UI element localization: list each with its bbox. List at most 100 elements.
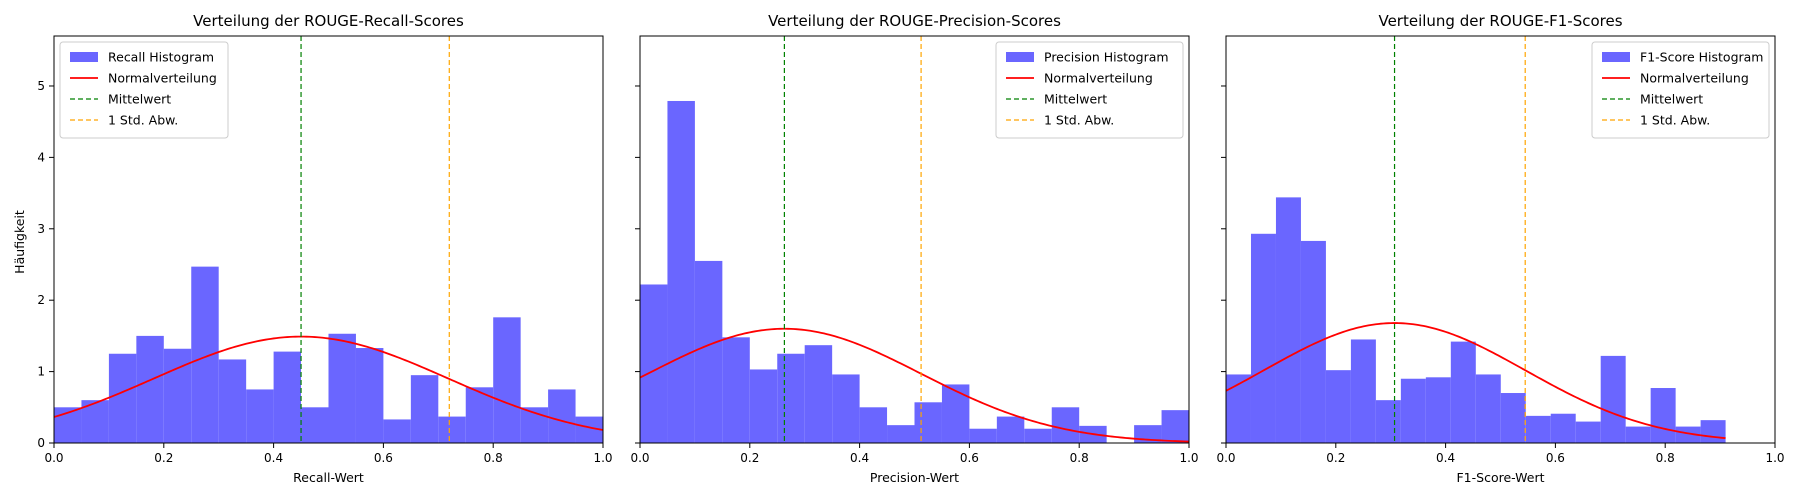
histogram-bar	[667, 100, 695, 443]
normal-distribution-curve	[1225, 322, 1726, 440]
histogram-bar	[1650, 388, 1676, 443]
x-tick-label: 0.4	[1436, 451, 1455, 465]
histogram-bar	[1350, 339, 1376, 443]
y-tick-label: 5	[37, 79, 45, 93]
x-tick-label: 0.0	[630, 451, 649, 465]
histogram-bar	[777, 353, 805, 443]
legend-histogram-swatch	[1006, 52, 1034, 62]
x-axis-label: F1-Score-Wert	[1456, 470, 1544, 485]
histogram-bar	[749, 369, 778, 443]
plot-frame	[1225, 35, 1776, 444]
legend-label: Recall Histogram	[108, 50, 214, 65]
histogram-bar	[493, 317, 521, 443]
x-axis-label: Precision-Wert	[870, 470, 959, 485]
histogram-bar	[383, 419, 411, 443]
legend: F1-Score Histogram Normalverteilung Mittel…	[1591, 41, 1770, 139]
histogram-bar	[218, 359, 247, 443]
histogram-bar	[273, 351, 302, 443]
histogram-bar	[969, 428, 997, 443]
legend-histogram-swatch	[70, 52, 98, 62]
normal-distribution-curve	[53, 335, 604, 431]
legend: Recall Histogram Normalverteilung Mittelwe…	[59, 41, 229, 139]
y-tick-label: 4	[37, 150, 45, 164]
legend-label: Normalverteilung	[1640, 71, 1749, 86]
histogram-bar	[1425, 377, 1451, 443]
histogram-bar	[301, 407, 329, 443]
legend-label: Precision Histogram	[1044, 50, 1169, 65]
legend-label: Mittelwert	[1640, 92, 1703, 107]
histogram-bar	[941, 384, 970, 443]
histogram-bar	[1525, 415, 1551, 443]
chart-title: Verteilung der ROUGE-Recall-Scores	[193, 12, 464, 30]
plot-frame	[639, 35, 1190, 444]
x-tick-label: 0.4	[850, 451, 869, 465]
histogram-bar	[1161, 410, 1189, 443]
x-tick-label: 0.0	[1216, 451, 1235, 465]
histogram-bar	[1575, 421, 1601, 443]
histogram-bar	[108, 353, 137, 443]
x-axis-label: Recall-Wert	[293, 470, 364, 485]
x-tick-label: 1.0	[1765, 451, 1784, 465]
histogram-bar	[1051, 407, 1080, 443]
histogram-bar	[438, 416, 466, 443]
histogram-bar	[1625, 426, 1651, 443]
legend: Precision Histogram Normalverteilung Mitte…	[995, 41, 1184, 139]
histogram-bar	[328, 333, 356, 443]
histogram-bar	[1325, 370, 1351, 443]
legend-box	[1591, 41, 1770, 139]
histogram-bar	[996, 416, 1025, 443]
histogram-bar	[914, 402, 942, 443]
x-tick-label: 1.0	[1179, 451, 1198, 465]
histogram-bar	[136, 335, 164, 443]
histogram-bar	[859, 407, 888, 443]
x-tick-label: 0.0	[44, 451, 63, 465]
histogram-bar	[640, 284, 668, 443]
y-tick-label: 0	[37, 436, 45, 450]
chart-panel-2: Verteilung der ROUGE-Precision-Scores 0.0…	[630, 12, 1198, 485]
x-tick-label: 0.2	[1326, 451, 1345, 465]
x-tick-label: 0.6	[374, 451, 393, 465]
x-tick-label: 0.8	[484, 451, 503, 465]
legend-label: 1 Std. Abw.	[1640, 113, 1710, 128]
x-tick-label: 0.2	[154, 451, 173, 465]
chart-title: Verteilung der ROUGE-Precision-Scores	[768, 12, 1061, 30]
normal-distribution-curve	[639, 327, 1190, 443]
histogram-bar	[410, 375, 439, 443]
legend-histogram-swatch	[1602, 52, 1630, 62]
histogram-bar	[694, 260, 723, 443]
legend-label: Normalverteilung	[1044, 71, 1153, 86]
histogram-bar	[191, 266, 219, 443]
legend-label: Normalverteilung	[108, 71, 217, 86]
x-tick-label: 0.8	[1070, 451, 1089, 465]
x-tick-label: 0.6	[1546, 451, 1565, 465]
y-tick-label: 3	[37, 222, 45, 236]
histogram-bar	[548, 389, 576, 443]
histogram-bar	[804, 345, 833, 443]
histogram-bar	[163, 348, 192, 443]
y-axis-label: Häufigkeit	[12, 210, 27, 274]
legend-label: 1 Std. Abw.	[108, 113, 178, 128]
histogram-bar	[887, 425, 915, 443]
histogram-bar	[1675, 426, 1701, 443]
histogram-bar	[1250, 233, 1276, 443]
x-tick-label: 0.4	[264, 451, 283, 465]
histogram-bar	[1500, 393, 1526, 443]
histogram-bar	[1300, 240, 1326, 443]
histogram-bar	[1400, 378, 1426, 443]
x-tick-label: 0.8	[1656, 451, 1675, 465]
legend-box	[59, 41, 229, 139]
y-tick-label: 1	[37, 365, 45, 379]
histogram-bar	[722, 337, 750, 443]
chart-panel-1: Verteilung der ROUGE-Recall-Scores 0.0 0.2…	[37, 12, 612, 485]
x-tick-label: 0.2	[740, 451, 759, 465]
legend-label: Mittelwert	[108, 92, 171, 107]
histogram-bar	[1450, 341, 1476, 443]
chart-panel-3: Verteilung der ROUGE-F1-Scores 0.0 0.2 0.4 0…	[1216, 12, 1784, 485]
histogram-bar	[1226, 374, 1251, 443]
legend-label: Mittelwert	[1044, 92, 1107, 107]
legend-box	[995, 41, 1184, 139]
histogram-bar	[1475, 374, 1501, 443]
histogram-bar	[1024, 428, 1052, 443]
x-tick-label: 1.0	[593, 451, 612, 465]
